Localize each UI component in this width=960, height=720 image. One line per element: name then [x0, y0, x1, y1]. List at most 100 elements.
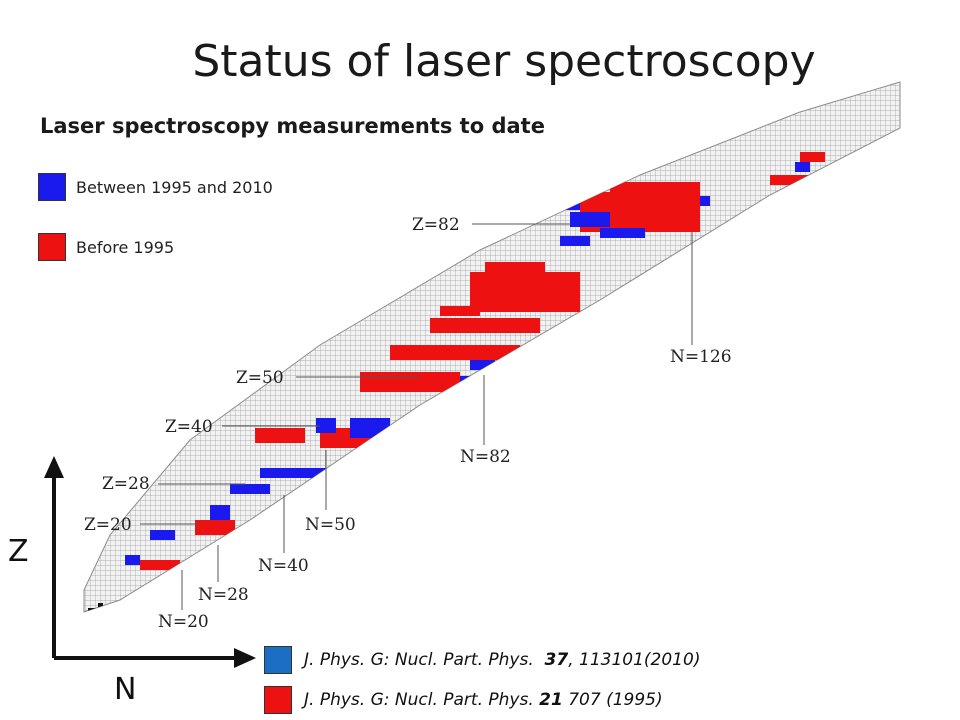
cell-before-1995: [420, 377, 425, 382]
reference-text-2010: J. Phys. G: Nucl. Part. Phys. 37, 113101…: [304, 650, 700, 670]
cell-before-1995: [400, 387, 405, 392]
cell-1995-2010: [640, 228, 645, 233]
cell-before-1995: [645, 227, 650, 232]
cell-before-1995: [605, 207, 610, 212]
cell-stable: [758, 608, 763, 613]
cell-before-1995: [375, 443, 380, 448]
cell-before-1995: [660, 192, 665, 197]
cell-1995-2010: [485, 381, 490, 386]
cell-before-1995: [475, 355, 480, 360]
cell-before-1995: [230, 520, 235, 525]
cell-before-1995: [500, 328, 505, 333]
cell-before-1995: [345, 443, 350, 448]
cell-1995-2010: [585, 236, 590, 241]
cell-before-1995: [820, 152, 825, 157]
cell-1995-2010: [365, 418, 370, 423]
cell-before-1995: [470, 323, 475, 328]
cell-before-1995: [540, 301, 545, 306]
cell-1995-2010: [365, 423, 370, 428]
cell-stable: [753, 608, 758, 613]
cell-before-1995: [490, 282, 495, 287]
cell-before-1995: [515, 292, 520, 297]
cell-stable: [438, 603, 443, 608]
cell-before-1995: [505, 302, 510, 307]
cell-stable: [493, 608, 498, 613]
cell-1995-2010: [595, 212, 600, 217]
cell-1995-2010: [305, 473, 310, 478]
cell-before-1995: [545, 277, 550, 282]
cell-before-1995: [375, 382, 380, 387]
cell-before-1995: [495, 282, 500, 287]
cell-stable: [318, 603, 323, 608]
cell-before-1995: [485, 323, 490, 328]
cell-stable: [388, 608, 393, 613]
cell-before-1995: [390, 382, 395, 387]
cell-stable: [643, 603, 648, 608]
cell-stable: [358, 603, 363, 608]
cell-before-1995: [575, 307, 580, 312]
cell-before-1995: [475, 287, 480, 292]
shell-label-n20: N=20: [158, 612, 209, 632]
cell-before-1995: [810, 152, 815, 157]
cell-stable: [703, 608, 708, 613]
cell-1995-2010: [795, 162, 800, 167]
cell-1995-2010: [620, 228, 625, 233]
cell-before-1995: [270, 438, 275, 443]
cell-before-1995: [620, 222, 625, 227]
cell-1995-2010: [470, 365, 475, 370]
cell-before-1995: [570, 282, 575, 287]
cell-before-1995: [610, 207, 615, 212]
cell-1995-2010: [125, 555, 130, 560]
cell-before-1995: [630, 182, 635, 187]
cell-before-1995: [800, 157, 805, 162]
cell-before-1995: [440, 311, 445, 316]
cell-1995-2010: [255, 489, 260, 494]
cell-1995-2010: [380, 433, 385, 438]
cell-1995-2010: [585, 212, 590, 217]
cell-before-1995: [555, 307, 560, 312]
cell-1995-2010: [570, 236, 575, 241]
cell-before-1995: [470, 311, 475, 316]
cell-1995-2010: [245, 489, 250, 494]
cell-before-1995: [515, 302, 520, 307]
cell-1995-2010: [580, 222, 585, 227]
cell-before-1995: [165, 560, 170, 565]
cell-stable: [378, 603, 383, 608]
cell-before-1995: [390, 345, 395, 350]
cell-before-1995: [505, 262, 510, 267]
cell-before-1995: [500, 323, 505, 328]
cell-before-1995: [685, 197, 690, 202]
cell-before-1995: [500, 282, 505, 287]
cell-before-1995: [280, 433, 285, 438]
cell-before-1995: [550, 277, 555, 282]
shell-label-z50: Z=50: [236, 368, 284, 388]
cell-stable: [533, 608, 538, 613]
cell-before-1995: [640, 207, 645, 212]
cell-before-1995: [605, 202, 610, 207]
cell-1995-2010: [250, 489, 255, 494]
cell-before-1995: [560, 282, 565, 287]
cell-before-1995: [515, 267, 520, 272]
cell-before-1995: [470, 292, 475, 297]
cell-1995-2010: [235, 489, 240, 494]
cell-before-1995: [535, 301, 540, 306]
cell-1995-2010: [570, 217, 575, 222]
cell-1995-2010: [565, 205, 570, 210]
cell-before-1995: [655, 212, 660, 217]
cell-stable: [143, 603, 148, 608]
cell-stable: [658, 603, 663, 608]
cell-stable: [218, 608, 223, 613]
cell-before-1995: [650, 187, 655, 192]
cell-before-1995: [475, 306, 480, 311]
cell-before-1995: [365, 387, 370, 392]
cell-1995-2010: [465, 381, 470, 386]
cell-before-1995: [570, 307, 575, 312]
cell-before-1995: [500, 350, 505, 355]
cell-stable: [278, 608, 283, 613]
cell-before-1995: [355, 443, 360, 448]
cell-stable: [463, 608, 468, 613]
cell-before-1995: [555, 301, 560, 306]
cell-before-1995: [680, 187, 685, 192]
cell-stable: [138, 608, 143, 613]
cell-before-1995: [465, 323, 470, 328]
